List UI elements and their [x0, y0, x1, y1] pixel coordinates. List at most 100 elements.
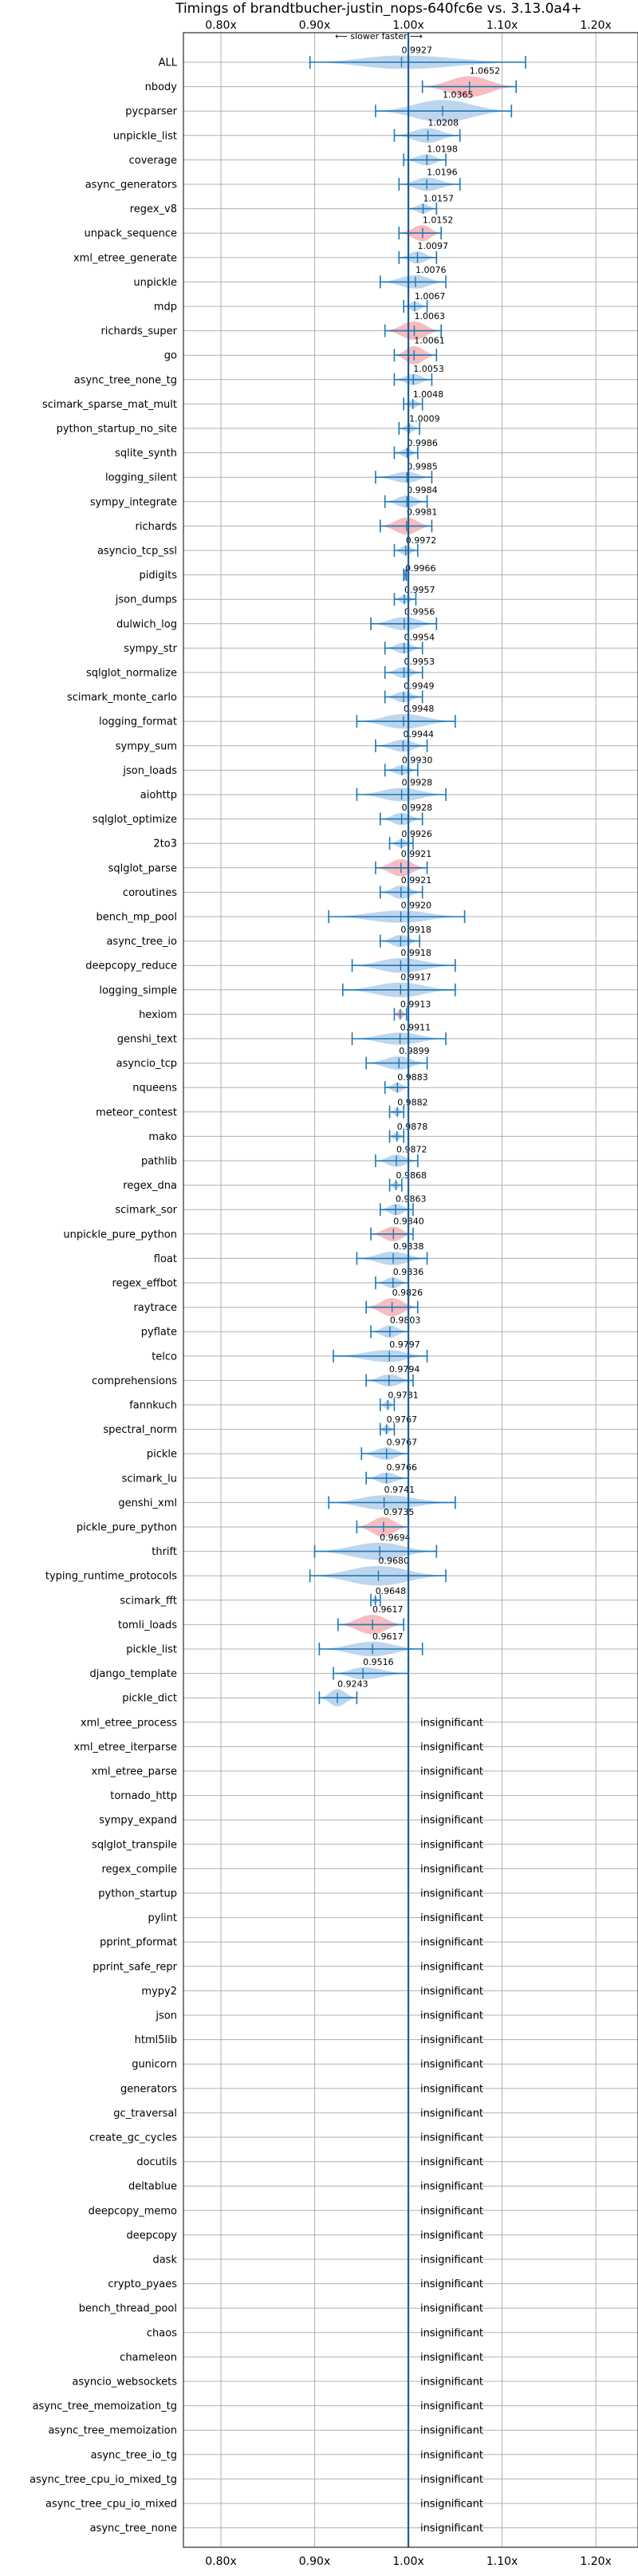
benchmark-label: sympy_str	[124, 643, 177, 655]
median-value-label: 1.0053	[413, 364, 444, 374]
x-tick-label-top: 1.20x	[580, 19, 611, 32]
benchmark-label: sqlglot_transpile	[92, 1839, 177, 1851]
median-value-label: 0.9918	[400, 948, 431, 958]
benchmark-label: logging_format	[99, 716, 177, 728]
median-value-label: 0.9984	[407, 485, 438, 495]
median-value-label: 0.9680	[378, 1556, 409, 1566]
insignificant-label: insignificant	[420, 2327, 483, 2339]
insignificant-label: insignificant	[420, 2230, 483, 2242]
benchmark-label: crypto_pyaes	[108, 2278, 177, 2290]
benchmark-label: scimark_lu	[122, 1473, 177, 1485]
x-tick-label-top: 1.10x	[486, 19, 518, 32]
insignificant-label: insignificant	[420, 1790, 483, 1802]
benchmark-label: dask	[152, 2254, 177, 2266]
median-value-label: 1.0061	[414, 336, 445, 346]
median-value-label: 0.9911	[400, 1022, 431, 1032]
benchmark-label: aiohttp	[140, 790, 177, 802]
median-value-label: 0.9920	[401, 900, 432, 910]
median-value-label: 0.9953	[404, 657, 435, 667]
benchmark-label: pprint_safe_repr	[93, 1961, 177, 1973]
insignificant-label: insignificant	[420, 1888, 483, 1900]
median-value-label: 0.9928	[402, 778, 432, 788]
benchmark-label: regex_dna	[123, 1180, 177, 1192]
benchmark-label: pidigits	[140, 570, 178, 582]
benchmark-label: sqlglot_normalize	[86, 668, 177, 680]
median-value-label: 1.0652	[470, 66, 501, 77]
insignificant-label: insignificant	[420, 2254, 483, 2266]
median-value-label: 0.9872	[396, 1144, 427, 1154]
benchmark-label: scimark_fft	[120, 1595, 177, 1607]
benchmark-label: logging_silent	[105, 472, 177, 484]
median-value-label: 1.0198	[427, 144, 458, 155]
benchmark-label: xml_etree_parse	[92, 1766, 177, 1778]
median-value-label: 0.9863	[396, 1193, 427, 1204]
benchmark-label: pickle_dict	[122, 1693, 177, 1705]
insignificant-label: insignificant	[420, 2108, 483, 2120]
benchmark-label: spectral_norm	[103, 1424, 177, 1436]
benchmark-label: async_tree_cpu_io_mixed_tg	[30, 2474, 177, 2486]
median-value-label: 0.9944	[403, 729, 434, 740]
benchmark-label: deltablue	[128, 2181, 177, 2193]
median-value-label: 0.9766	[387, 1462, 417, 1473]
insignificant-label: insignificant	[420, 2181, 483, 2193]
median-value-label: 0.9930	[402, 755, 433, 765]
benchmark-label: telco	[152, 1351, 177, 1363]
benchmark-label: mypy2	[141, 1986, 177, 1998]
median-value-label: 0.9648	[376, 1586, 407, 1596]
median-value-label: 0.9243	[337, 1679, 368, 1689]
benchmark-label: chameleon	[120, 2352, 177, 2364]
median-value-label: 0.9797	[389, 1339, 419, 1350]
benchmark-label: deepcopy	[126, 2230, 177, 2242]
benchmark-label: async_tree_cpu_io_mixed	[45, 2499, 177, 2511]
benchmark-label: mako	[148, 1131, 177, 1143]
benchmark-label: xml_etree_iterparse	[73, 1742, 177, 1753]
benchmark-label: ALL	[159, 57, 178, 69]
insignificant-label: insignificant	[420, 2303, 483, 2315]
median-value-label: 1.0063	[414, 311, 445, 322]
median-value-label: 0.9781	[388, 1391, 419, 1401]
median-value-label: 0.9735	[384, 1507, 414, 1517]
benchmark-label: coverage	[129, 155, 177, 167]
benchmark-label: asyncio_tcp	[116, 1058, 177, 1070]
insignificant-label: insignificant	[420, 1986, 483, 1998]
benchmark-label: 2to3	[153, 838, 177, 850]
benchmark-label: html5lib	[135, 2034, 177, 2046]
median-value-label: 1.0048	[413, 389, 444, 400]
benchmark-label: bench_mp_pool	[96, 912, 177, 924]
category-labels: ALL nbody pycparser unpickle_list coverage as…	[30, 57, 178, 2535]
median-value-label: 0.9954	[404, 633, 435, 643]
median-value-label: 0.9966	[405, 563, 436, 574]
benchmark-label: django_template	[90, 1668, 177, 1680]
benchmark-label: deepcopy_memo	[89, 2205, 177, 2217]
median-value-label: 1.0067	[415, 291, 446, 302]
benchmark-label: sympy_expand	[99, 1815, 177, 1827]
benchmark-label: bench_thread_pool	[79, 2303, 177, 2315]
benchmark-label: asyncio_tcp_ssl	[97, 546, 177, 558]
benchmark-label: unpickle_pure_python	[63, 1229, 177, 1241]
benchmark-label: dulwich_log	[116, 618, 177, 630]
benchmark-label: hexiom	[139, 1009, 177, 1021]
insignificant-label: insignificant	[420, 2474, 483, 2486]
benchmark-label: tornado_http	[110, 1790, 177, 1802]
benchmark-label: genshi_text	[117, 1034, 177, 1046]
benchmark-label: python_startup_no_site	[57, 424, 177, 436]
benchmark-label: thrift	[152, 1546, 177, 1558]
benchmark-label: async_tree_none	[90, 2523, 177, 2535]
benchmark-label: unpickle	[133, 277, 177, 289]
median-value-label: 0.9899	[399, 1046, 430, 1056]
chart-marks: 0.9927 1.0652 1.0365 1.0208 1.0198 1.0196 1.01…	[309, 33, 526, 2547]
benchmark-label: genshi_xml	[118, 1497, 177, 1509]
median-value-label: 0.9803	[390, 1316, 421, 1326]
benchmark-label: sqlglot_optimize	[93, 814, 177, 826]
insignificant-label: insignificant	[420, 1815, 483, 1827]
insignificant-label: insignificant	[420, 2034, 483, 2046]
insignificant-label: insignificant	[420, 1717, 483, 1729]
insignificant-label: insignificant	[420, 1742, 483, 1753]
median-value-label: 0.9694	[380, 1533, 411, 1543]
insignificant-label: insignificant	[420, 2132, 483, 2144]
benchmark-label: fannkuch	[129, 1400, 177, 1412]
median-value-label: 0.9826	[392, 1288, 423, 1298]
benchmark-label: xml_etree_generate	[73, 252, 177, 264]
benchmark-label: async_tree_io	[106, 936, 177, 948]
insignificant-label: insignificant	[420, 2425, 483, 2437]
